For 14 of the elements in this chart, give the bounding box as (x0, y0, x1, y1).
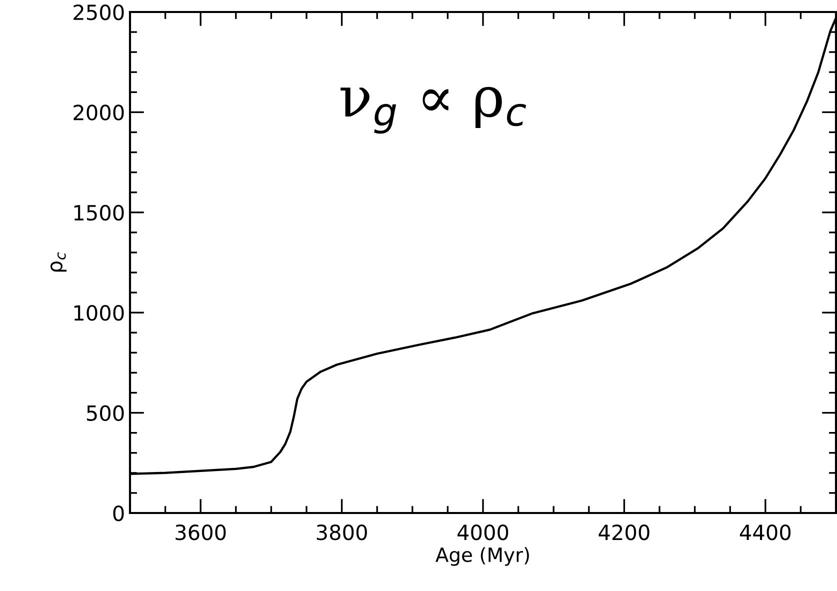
x-tick-label: 4000 (458, 524, 508, 540)
y-tick-label: 2000 (74, 104, 124, 120)
y-tick-label: 1000 (74, 305, 124, 321)
x-tick-label: 4200 (598, 524, 650, 540)
y-tick-label: 0 (113, 505, 124, 522)
y-tick-label: 1500 (74, 204, 124, 221)
annotation: ν$_{g}$ ∝ ρ$_{c}$ (340, 86, 526, 134)
y-axis-title: ρ$_{c}$ (50, 252, 67, 272)
x-axis-title: Age (Myr) (436, 547, 529, 566)
x-tick-label: 3800 (316, 524, 367, 540)
y-tick-label: 500 (86, 405, 124, 422)
y-tick-label: 2500 (74, 4, 124, 20)
x-tick-label: 3600 (176, 524, 226, 540)
x-tick-label: 4400 (740, 524, 791, 540)
